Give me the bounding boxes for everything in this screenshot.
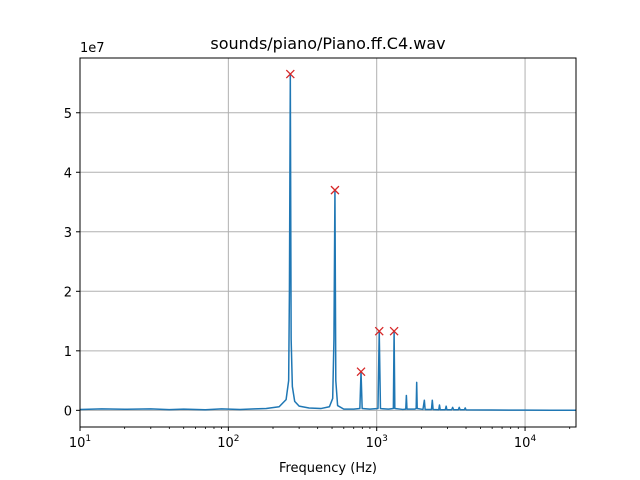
y-offset-label: 1e7 — [80, 41, 105, 56]
grid-lines — [79, 58, 576, 427]
y-tick-label: 0 — [64, 404, 72, 419]
x-axis-label: Frequency (Hz) — [279, 461, 377, 476]
peak-markers — [285, 69, 399, 377]
y-tick-label: 2 — [64, 285, 72, 300]
y-tick-label: 4 — [64, 166, 72, 181]
peak-marker — [285, 69, 295, 79]
peak-marker — [356, 367, 366, 377]
y-tick-label: 5 — [64, 107, 72, 122]
x-tick-label: 104 — [514, 434, 537, 451]
peak-marker — [374, 326, 384, 336]
x-tick-label: 101 — [69, 434, 91, 451]
axis-ticks: 101 102 103 104 0 1 2 3 4 5 — [64, 107, 571, 451]
plot-frame — [79, 57, 577, 428]
chart-title: sounds/piano/Piano.ff.C4.wav — [210, 34, 445, 53]
peak-marker — [330, 185, 340, 195]
spectrum-line — [79, 73, 577, 412]
peak-marker — [389, 326, 399, 336]
plot-area — [80, 58, 576, 427]
x-tick-label: 103 — [366, 434, 388, 451]
series-layer — [79, 73, 577, 412]
x-tick-label: 102 — [217, 434, 239, 451]
y-tick-label: 1 — [64, 345, 72, 360]
y-tick-label: 3 — [64, 226, 72, 241]
